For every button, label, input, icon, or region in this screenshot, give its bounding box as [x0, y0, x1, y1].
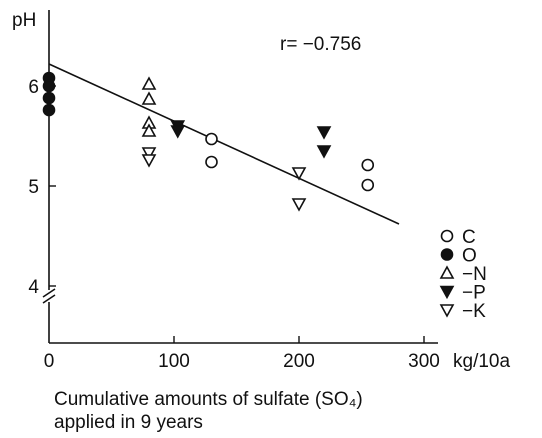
caption-line-1: Cumulative amounts of sulfate (SO₄)	[54, 389, 363, 410]
data-point-triangle-up-open	[141, 76, 157, 90]
data-point-triangle-down-open	[291, 198, 307, 212]
x-tick-label: 100	[158, 351, 190, 372]
legend-label: −P	[462, 283, 486, 304]
y-axis-break-mark	[42, 288, 56, 298]
x-axis-caption: Cumulative amounts of sulfate (SO₄) appl…	[54, 388, 363, 434]
legend-label: −N	[462, 264, 487, 285]
data-point-triangle-down-filled	[316, 145, 332, 159]
data-point-triangle-down-open	[141, 154, 157, 168]
legend-label: O	[462, 246, 477, 267]
data-point-triangle-down-open	[141, 147, 157, 161]
data-points	[42, 71, 375, 212]
legend-marker-circle-filled	[440, 248, 454, 261]
y-tick-label: 4	[28, 277, 39, 298]
x-tick-label: 0	[44, 351, 55, 372]
correlation-annotation: r= −0.756	[280, 34, 361, 55]
legend-label: C	[462, 227, 476, 248]
data-point-triangle-up-open	[141, 123, 157, 137]
regression-line-group	[48, 63, 400, 225]
legend-marker-circle-open	[440, 229, 454, 243]
legend-marker-triangle-down-filled	[439, 285, 455, 300]
chart-axes: 4 5 6 0 100 200 300	[28, 10, 440, 372]
regression-line	[48, 63, 400, 225]
data-point-circle-open	[205, 132, 218, 146]
data-point-triangle-down-filled	[170, 125, 186, 139]
data-point-circle-filled	[42, 79, 56, 93]
x-tick-label: 300	[408, 351, 440, 372]
y-axis-label: pH	[12, 10, 36, 31]
x-tick-label: 200	[283, 351, 315, 372]
x-axis-unit: kg/10a	[453, 351, 510, 372]
data-point-circle-filled	[42, 103, 56, 117]
caption-line-2: applied in 9 years	[54, 412, 203, 433]
legend: CO−N−P−K	[439, 227, 487, 322]
data-point-circle-open	[361, 158, 375, 172]
legend-label: −K	[462, 301, 486, 322]
data-point-triangle-down-open	[291, 167, 307, 181]
data-point-circle-open	[361, 178, 375, 192]
legend-marker-triangle-down-open	[439, 304, 455, 318]
y-tick-label: 6	[28, 77, 39, 98]
y-axis-break-mark	[42, 294, 56, 304]
data-point-circle-open	[205, 155, 218, 169]
data-point-triangle-up-open	[141, 91, 157, 105]
data-point-triangle-down-filled	[316, 126, 332, 140]
y-tick-label: 5	[28, 177, 39, 198]
data-point-circle-filled	[42, 91, 56, 105]
legend-marker-triangle-up-open	[439, 265, 455, 279]
